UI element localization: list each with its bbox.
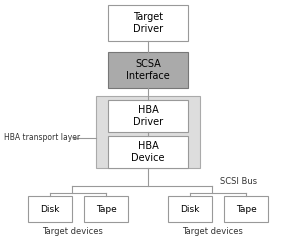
Text: Tape: Tape [96,204,116,214]
Bar [168,196,212,222]
Text: Target devices: Target devices [41,227,102,236]
Text: SCSI Bus: SCSI Bus [220,176,257,185]
Text: HBA
Driver: HBA Driver [133,105,163,127]
Text: Disk: Disk [40,204,60,214]
Text: Target devices: Target devices [181,227,242,236]
Text: HBA
Device: HBA Device [131,141,165,163]
Bar [108,136,188,168]
Bar [96,96,200,168]
Text: Target
Driver: Target Driver [133,12,163,34]
Bar [28,196,72,222]
Bar [224,196,268,222]
Text: SCSA
Interface: SCSA Interface [126,59,170,81]
Text: HBA transport layer: HBA transport layer [4,133,80,142]
Text: Tape: Tape [236,204,256,214]
Bar [108,52,188,88]
Bar [84,196,128,222]
Bar [108,5,188,41]
Bar [108,100,188,132]
Text: Disk: Disk [180,204,200,214]
